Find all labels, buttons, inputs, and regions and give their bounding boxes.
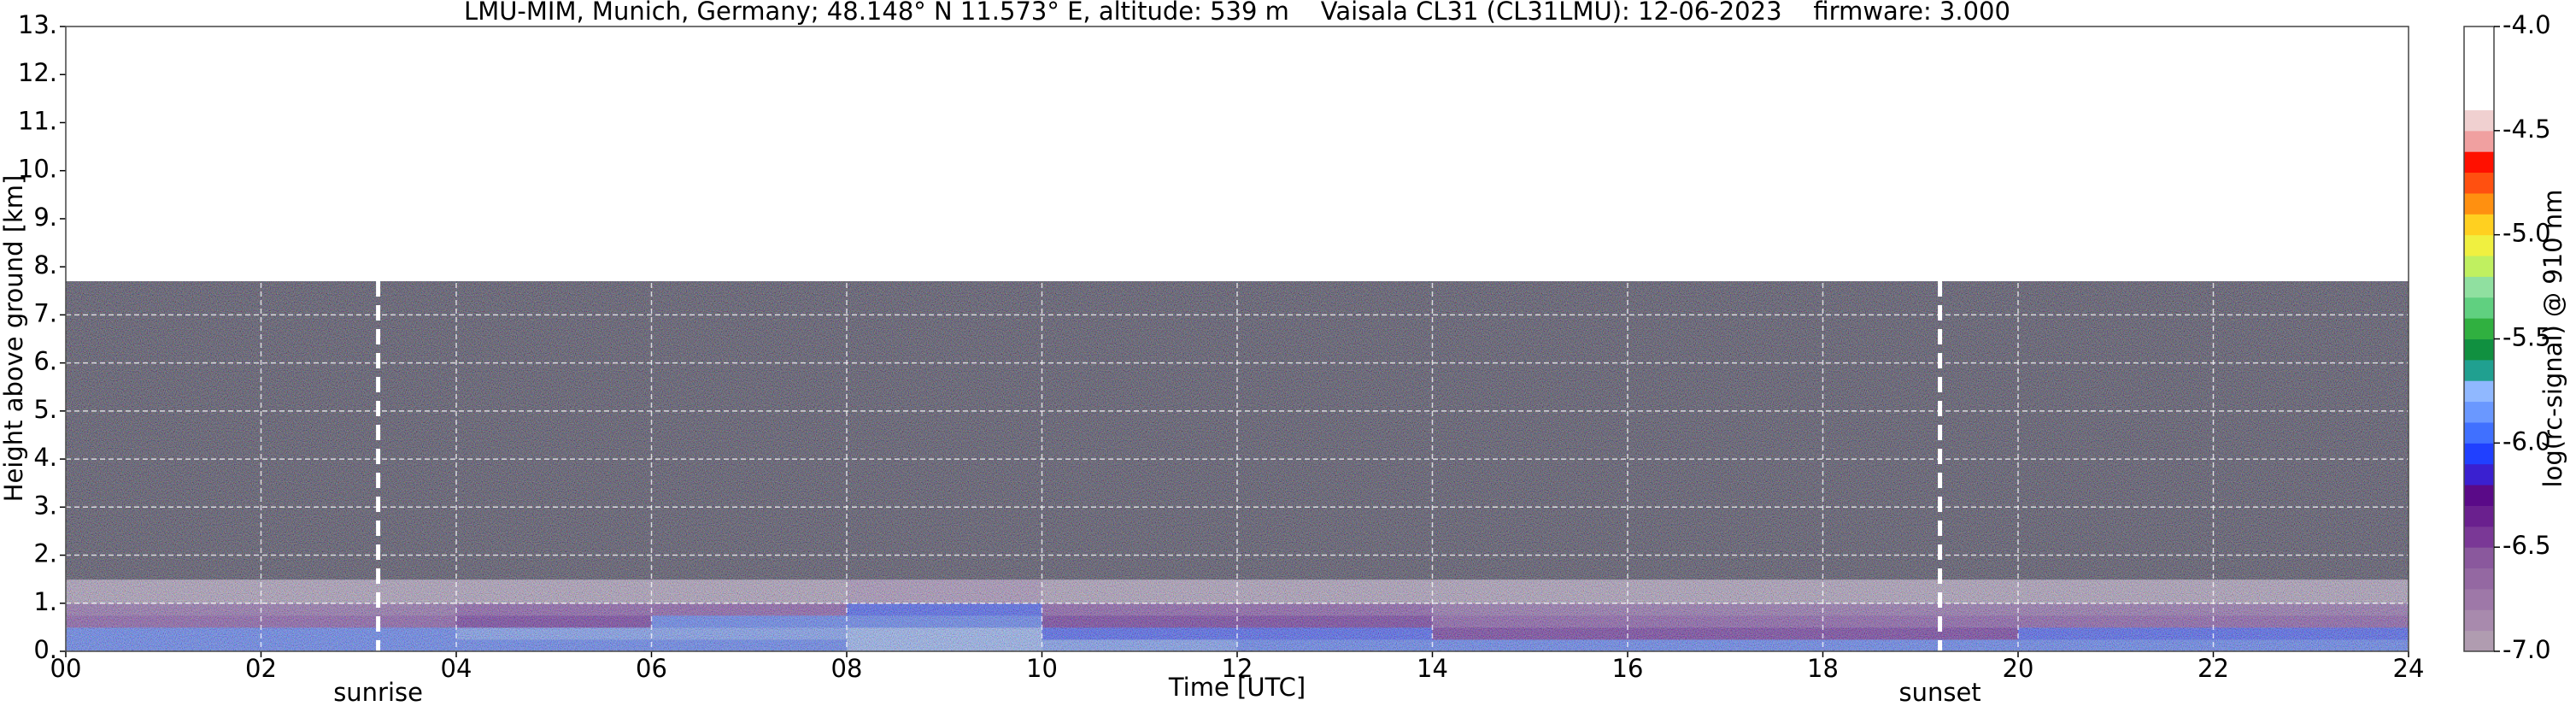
colorbar-band (2464, 318, 2494, 339)
colorbar-band (2464, 588, 2494, 610)
colorbar-band (2464, 568, 2494, 590)
chart-title: LMU-MIM, Munich, Germany; 48.148° N 11.5… (464, 0, 2010, 26)
colorbar-band (2464, 526, 2494, 548)
colorbar-band (2464, 338, 2494, 361)
colorbar-band (2464, 630, 2494, 652)
colorbar-band (2464, 609, 2494, 632)
colorbar-band (2464, 192, 2494, 215)
y-tick-label: 8. (33, 250, 57, 279)
y-tick-label: 4. (33, 443, 57, 472)
colorbar-tick-label: -5.5 (2503, 323, 2551, 352)
x-tick-label: 02 (245, 654, 277, 683)
colorbar-band (2464, 68, 2494, 90)
y-tick-label: 11. (18, 106, 57, 135)
colorbar-band (2464, 547, 2494, 569)
x-tick-label: 12 (1222, 654, 1253, 683)
x-tick-label: 20 (2003, 654, 2034, 683)
colorbar-band (2464, 276, 2494, 298)
y-tick-label: 9. (33, 203, 57, 232)
x-tick-label: 22 (2198, 654, 2229, 683)
colorbar-band (2464, 89, 2494, 110)
colorbar-band (2464, 214, 2494, 236)
colorbar-band (2464, 109, 2494, 132)
x-axis-label: Time [UTC] (1168, 673, 1306, 702)
colorbar-tick-label: -6.0 (2503, 427, 2551, 456)
x-tick-label: 10 (1026, 654, 1058, 683)
x-tick-label: 14 (1417, 654, 1448, 683)
x-tick-label: 24 (2393, 654, 2425, 683)
colorbar-tick-label: -4.5 (2503, 115, 2551, 144)
y-tick-label: 3. (33, 491, 57, 520)
colorbar-band (2464, 443, 2494, 465)
colorbar-band (2464, 130, 2494, 152)
colorbar-tick-label: -6.5 (2503, 531, 2551, 560)
colorbar-band (2464, 421, 2494, 444)
colorbar-band (2464, 172, 2494, 194)
x-tick-label: 04 (441, 654, 472, 683)
colorbar-band (2464, 47, 2494, 69)
y-tick-label: 12. (18, 58, 57, 87)
x-tick-label: 16 (1612, 654, 1644, 683)
colorbar-label: log(rc-signal) @ 910 nm (2538, 190, 2567, 488)
colorbar-band (2464, 234, 2494, 256)
y-tick-label: 6. (33, 347, 57, 376)
colorbar-band (2464, 151, 2494, 174)
colorbar-band (2464, 297, 2494, 319)
colorbar-tick-label: -5.0 (2503, 219, 2551, 248)
y-tick-label: 2. (33, 539, 57, 568)
y-tick-label: 13. (18, 10, 57, 39)
annotation-label: sunrise (333, 678, 423, 706)
colorbar-band (2464, 463, 2494, 485)
colorbar-band (2464, 505, 2494, 527)
colorbar-tick-label: -7.0 (2503, 635, 2551, 664)
colorbar-tick-label: -4.0 (2503, 10, 2551, 39)
y-tick-label: 1. (33, 587, 57, 616)
x-tick-label: 18 (1807, 654, 1839, 683)
colorbar-band (2464, 380, 2494, 403)
y-axis-label: Height above ground [km] (0, 175, 28, 503)
y-tick-label: 5. (33, 395, 57, 424)
annotation-label: sunset (1898, 678, 1980, 706)
plot-frame (65, 26, 2409, 652)
x-tick-label: 00 (50, 654, 82, 683)
y-tick-label: 10. (18, 155, 57, 184)
colorbar-band (2464, 359, 2494, 381)
colorbar-band (2464, 256, 2494, 277)
y-tick-label: 7. (33, 298, 57, 327)
x-tick-label: 08 (831, 654, 863, 683)
colorbar-band (2464, 485, 2494, 506)
x-tick-label: 06 (636, 654, 667, 683)
colorbar-band (2464, 26, 2494, 48)
y-tick-label: 0. (33, 635, 57, 664)
colorbar-band (2464, 401, 2494, 423)
